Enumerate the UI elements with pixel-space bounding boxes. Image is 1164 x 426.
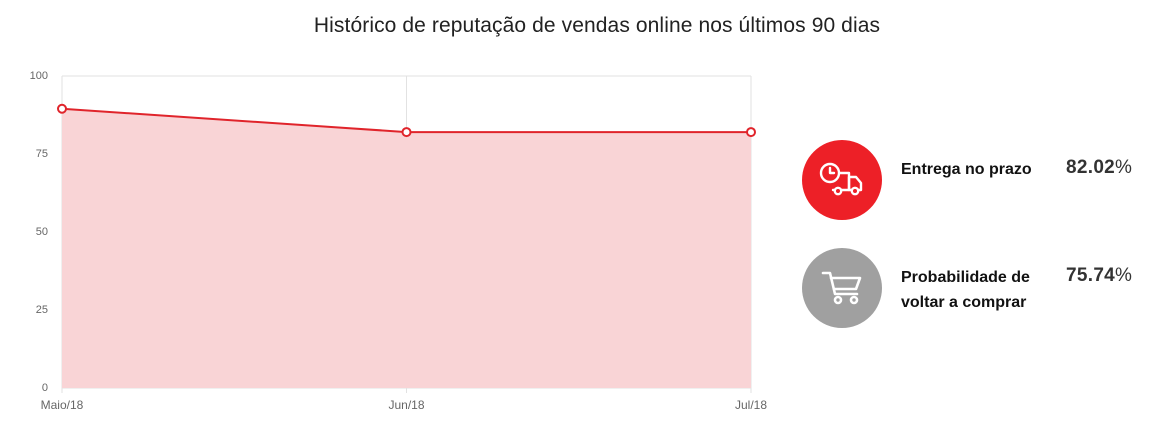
data-point bbox=[57, 103, 67, 114]
x-tick-label: Maio/18 bbox=[41, 398, 84, 412]
area-fill bbox=[62, 108, 751, 388]
metric-label: Probabilidade de voltar a comprar bbox=[901, 269, 1030, 311]
metric-return-probability: Probabilidade de voltar a comprar 75.74% bbox=[802, 248, 1162, 328]
y-tick-label: 50 bbox=[36, 226, 48, 238]
y-tick-label: 100 bbox=[30, 70, 48, 82]
data-point bbox=[746, 127, 756, 138]
y-tick-label: 25 bbox=[36, 304, 48, 316]
y-tick-label: 0 bbox=[42, 382, 48, 394]
shopping-cart-icon bbox=[802, 248, 882, 328]
metric-value: 75.74% bbox=[1066, 265, 1133, 286]
chart-title: Histórico de reputação de vendas online … bbox=[313, 14, 881, 37]
x-tick-label: Jul/18 bbox=[735, 398, 767, 412]
metric-label: Entrega no prazo bbox=[901, 161, 1032, 178]
reputation-area-chart: 0 25 50 75 100 Maio/18 Jun/18 Jul/18 bbox=[30, 70, 768, 412]
metric-value: 82.02% bbox=[1066, 157, 1133, 178]
y-tick-label: 75 bbox=[36, 148, 48, 160]
x-tick-label: Jun/18 bbox=[388, 398, 424, 412]
metric-on-time-delivery: Entrega no prazo 82.02% bbox=[802, 140, 1162, 220]
delivery-truck-clock-icon bbox=[802, 140, 882, 220]
data-point bbox=[401, 127, 412, 138]
